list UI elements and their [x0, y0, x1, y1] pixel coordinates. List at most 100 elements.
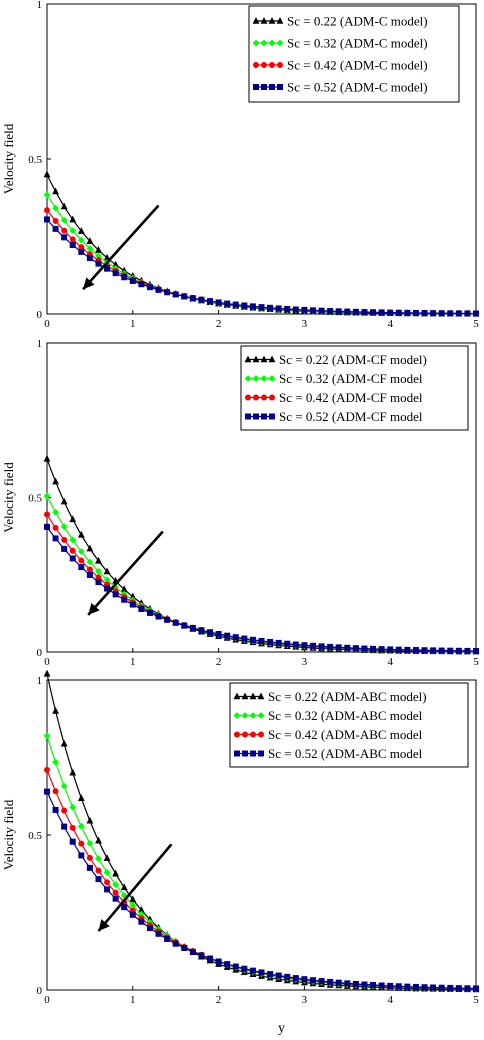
data-point — [370, 645, 377, 652]
data-point — [344, 644, 351, 651]
data-point — [181, 622, 188, 629]
data-point — [207, 298, 214, 305]
data-point — [103, 854, 111, 861]
data-point — [464, 310, 471, 317]
data-point — [361, 309, 368, 316]
data-point — [78, 244, 85, 251]
data-point — [172, 291, 179, 298]
data-point — [86, 839, 94, 847]
legend-marker — [261, 84, 267, 90]
data-point — [473, 310, 479, 317]
data-point — [52, 524, 59, 531]
data-point — [421, 984, 428, 991]
data-point — [44, 788, 50, 795]
y-tick-label: 0 — [37, 647, 43, 659]
legend-marker — [261, 394, 267, 401]
legend: Sc = 0.22 (ADM-C model) Sc = 0.32 (ADM-C … — [248, 5, 460, 103]
data-point — [104, 886, 111, 893]
data-point — [104, 879, 111, 886]
data-point — [155, 613, 162, 620]
data-point — [86, 237, 94, 244]
data-point — [60, 216, 68, 224]
data-point — [138, 605, 145, 612]
data-point — [447, 647, 454, 654]
data-point — [95, 246, 102, 253]
data-point — [86, 571, 93, 578]
data-point — [95, 567, 102, 575]
series-line-2 — [46, 194, 476, 315]
x-tick-label: 1 — [130, 318, 136, 330]
data-point — [327, 978, 334, 985]
legend-marker — [277, 62, 283, 68]
data-point — [77, 822, 85, 830]
data-point — [69, 227, 77, 235]
legend-entry: Sc = 0.42 (ADM-C model) — [287, 58, 428, 73]
data-point — [198, 296, 205, 303]
y-tick-label: 0 — [37, 985, 43, 997]
legend-marker — [252, 375, 260, 382]
data-point — [378, 309, 385, 316]
legend-marker — [252, 39, 260, 47]
data-point — [112, 881, 120, 888]
data-point — [44, 511, 50, 518]
data-point — [69, 236, 76, 243]
data-point — [224, 300, 231, 307]
data-point — [95, 574, 102, 581]
data-point — [267, 971, 274, 978]
legend-marker — [257, 692, 265, 700]
legend-marker — [245, 394, 251, 401]
legend-marker — [241, 692, 249, 700]
data-point — [121, 274, 128, 281]
data-point — [95, 876, 102, 883]
data-point — [455, 647, 462, 654]
data-point — [395, 983, 402, 990]
legend-box — [240, 345, 469, 431]
data-point — [318, 307, 325, 314]
data-point — [61, 545, 68, 552]
chart-panel-3: 0 1 2 3 4 5 0 0.5 1 Velocity field y Sc = 0.22 (ADM… — [1, 669, 480, 1036]
data-point — [249, 967, 256, 974]
data-point — [77, 530, 85, 538]
y-axis-label: Velocity field — [1, 462, 16, 533]
x-tick-label: 0 — [44, 656, 50, 668]
data-point — [69, 824, 76, 831]
data-point — [43, 492, 51, 500]
x-tick-label: 4 — [387, 656, 393, 668]
data-point — [95, 252, 102, 260]
data-point — [215, 958, 222, 965]
data-point — [241, 635, 248, 642]
data-point — [232, 301, 239, 308]
data-point — [112, 591, 119, 598]
legend-marker — [268, 355, 276, 363]
data-point — [77, 236, 85, 244]
data-point — [284, 640, 291, 647]
data-point — [292, 975, 299, 982]
data-point — [43, 191, 51, 199]
data-point — [215, 299, 222, 306]
data-point — [267, 304, 274, 311]
data-point — [95, 556, 102, 564]
legend-marker — [276, 39, 284, 47]
data-point — [146, 925, 153, 932]
legend-marker — [276, 17, 284, 24]
data-point — [61, 807, 68, 814]
data-point — [164, 616, 171, 623]
data-point — [69, 555, 76, 562]
series-line-1 — [46, 174, 477, 315]
legend-marker — [260, 355, 268, 363]
data-point — [198, 627, 205, 634]
data-point — [267, 638, 274, 645]
data-point — [112, 260, 120, 268]
data-point — [77, 227, 85, 234]
legend-marker — [269, 413, 275, 420]
data-point — [52, 806, 59, 813]
legend-entry: Sc = 0.52 (ADM-CF model — [279, 409, 423, 424]
data-point — [120, 585, 128, 593]
data-point — [301, 642, 308, 649]
legend-marker — [269, 394, 275, 401]
data-point — [447, 984, 454, 991]
legend-marker — [268, 375, 276, 382]
data-point — [155, 930, 162, 937]
series-markers-4 — [44, 216, 479, 317]
data-point — [301, 306, 308, 313]
